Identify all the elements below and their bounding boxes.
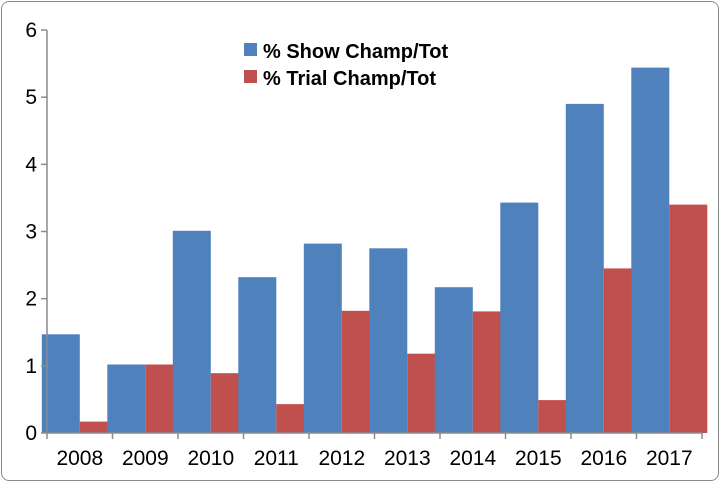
legend-label-show: % Show Champ/Tot [263,41,449,63]
bar-show-2016 [565,103,604,434]
legend-label-trial: % Trial Champ/Tot [263,68,436,90]
bar-show-2014 [434,287,473,433]
bar-show-2008 [41,334,80,433]
y-tick-label-5: 5 [25,86,37,109]
bar-show-2015 [500,202,539,433]
y-tick-label-0: 0 [25,422,37,445]
y-tick-label-2: 2 [25,288,37,311]
y-tick-label-3: 3 [25,221,37,244]
bar-trial-2017 [669,204,708,433]
x-tick-label-2013: 2013 [384,447,431,470]
x-tick-label-2009: 2009 [122,447,169,470]
bar-show-2011 [238,277,277,433]
bars-group [41,67,708,434]
bar-show-2010 [172,230,211,433]
bar-show-2017 [631,67,670,433]
y-tick-label-1: 1 [25,355,37,378]
x-tick-label-2016: 2016 [580,447,627,470]
bar-show-2009 [107,364,146,433]
x-tick-label-2008: 2008 [56,447,103,470]
x-tick-label-2011: 2011 [254,447,299,470]
x-tick-label-2017: 2017 [646,447,693,470]
bar-show-2012 [303,243,342,433]
bar-show-2013 [369,248,408,433]
y-ticks-group: 0 1 2 3 4 5 6 [25,19,47,445]
y-tick-label-4: 4 [25,153,37,176]
legend-swatch-show [244,43,257,56]
x-tick-label-2010: 2010 [187,447,234,470]
bar-trial-2008 [79,421,118,433]
legend-swatch-trial [244,70,257,83]
y-tick-label-6: 6 [25,19,37,42]
legend: % Show Champ/Tot % Trial Champ/Tot [244,41,449,90]
x-tick-label-2012: 2012 [318,447,365,470]
x-tick-label-2015: 2015 [515,447,562,470]
x-ticks-group: 2008 2009 2010 2011 2012 2013 2014 2015 2016 2017 [46,433,703,470]
x-tick-label-2014: 2014 [449,447,496,470]
